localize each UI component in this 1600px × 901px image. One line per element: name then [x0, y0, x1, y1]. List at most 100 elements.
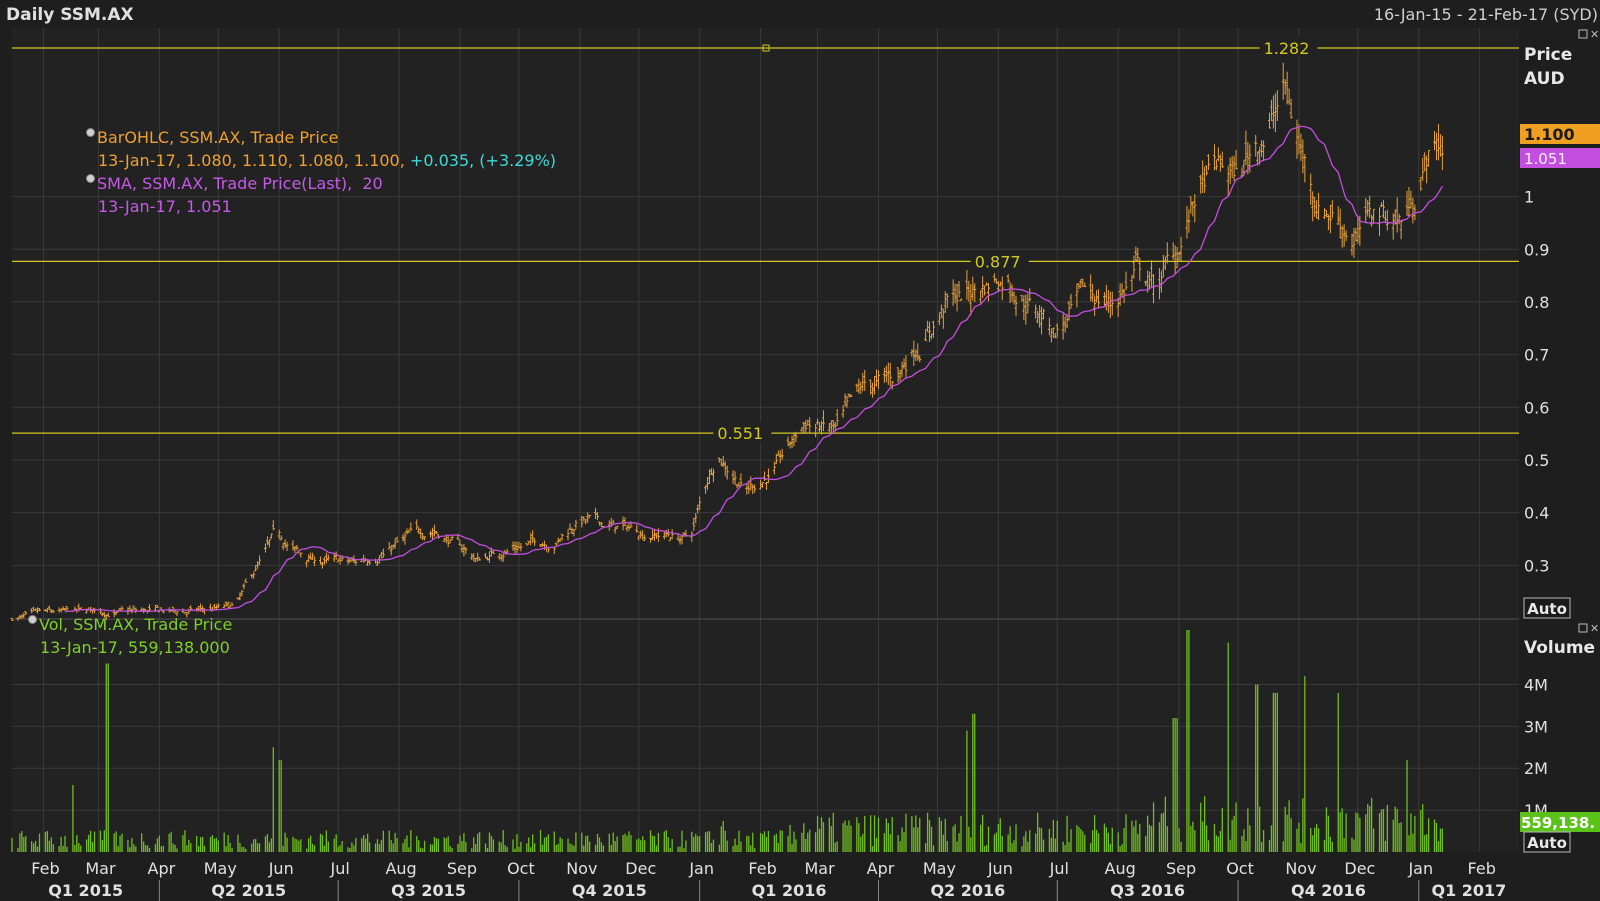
ohlc-bar: [1322, 207, 1326, 220]
ohlc-bar: [263, 543, 267, 553]
ohlc-bar: [531, 530, 535, 544]
volume-legend-values-row: 13-Jan-17, 559,138.000: [28, 636, 232, 659]
ohlc-bar: [951, 279, 955, 306]
ohlc-bar: [696, 504, 700, 514]
price-tick-label: 0.9: [1524, 240, 1549, 259]
ohlc-bar: [1095, 290, 1099, 303]
ohlc-bar: [709, 468, 713, 475]
price-auto-button[interactable]: Auto: [1523, 597, 1571, 619]
ohlc-bar: [639, 530, 643, 539]
ohlc-bar: [1116, 297, 1120, 318]
ohlc-bar: [236, 597, 240, 600]
ohlc-bar: [295, 544, 299, 551]
grid-lines: [12, 28, 1519, 852]
ohlc-bar: [419, 528, 423, 539]
ohlc-bar: [462, 544, 466, 557]
legend-bullet-icon[interactable]: [28, 615, 37, 624]
price-tick-label: 0.5: [1524, 451, 1549, 470]
ohlc-bar: [1165, 242, 1169, 264]
ohlc-bar: [472, 553, 476, 562]
ohlc-bar: [1330, 200, 1334, 219]
horizontal-lines[interactable]: 1.282 0.877 0.551: [12, 37, 1519, 443]
ohlc-bar: [1199, 174, 1203, 194]
ohlc-bar: [996, 280, 1000, 293]
ohlc-bar: [501, 553, 505, 563]
ohlc-bar: [1144, 280, 1148, 287]
ohlc-bar: [1395, 197, 1399, 233]
quarter-tick-label: Q1 2017: [1431, 881, 1506, 900]
ohlc-bar: [651, 529, 655, 540]
ohlc-bar: [1049, 328, 1053, 343]
month-tick-label: Sep: [1166, 859, 1196, 878]
restore-icon[interactable]: [1578, 29, 1588, 39]
ohlc-bar: [1130, 274, 1134, 292]
price-panel-window-controls[interactable]: ✕: [1578, 28, 1599, 41]
legend-bullet-icon[interactable]: [86, 128, 95, 137]
ohlc-bar: [513, 541, 517, 554]
close-icon[interactable]: ✕: [1590, 622, 1599, 635]
bar-legend-change: +0.035, (+3.29%): [409, 151, 557, 170]
price-tick-label: 0.8: [1524, 293, 1549, 312]
month-tick-label: May: [204, 859, 237, 878]
price-legend[interactable]: BarOHLC, SSM.AX, Trade Price 13-Jan-17, …: [86, 126, 556, 218]
price-axis-unit: AUD: [1524, 69, 1565, 89]
ohlc-bar: [324, 552, 328, 564]
legend-bullet-icon[interactable]: [86, 174, 95, 183]
time-axis[interactable]: Feb Mar Apr May Jun Jul Aug Sep Oct Nov Dec Jan Feb M…: [31, 859, 1506, 901]
volume-panel[interactable]: [12, 620, 1519, 852]
ohlc-bar: [348, 558, 352, 563]
ohlc-bar: [876, 370, 880, 390]
close-icon[interactable]: ✕: [1590, 28, 1599, 41]
ohlc-bar: [1148, 271, 1152, 290]
ohlc-bar: [533, 538, 537, 546]
volume-legend[interactable]: Vol, SSM.AX, Trade Price 13-Jan-17, 559,…: [28, 613, 232, 659]
month-tick-label: Apr: [867, 859, 895, 878]
ohlc-bar: [582, 516, 586, 522]
ohlc-bar: [1093, 295, 1097, 316]
price-tick-label: 0.4: [1524, 504, 1549, 523]
ohlc-bar: [1034, 304, 1038, 319]
price-panel[interactable]: [12, 28, 1519, 618]
ohlc-bar: [391, 544, 395, 550]
ohlc-bar: [1040, 306, 1044, 335]
ohlc-bar: [558, 538, 562, 543]
ohlc-bar: [448, 538, 452, 544]
ohlc-bar: [1438, 134, 1442, 157]
ohlc-bar: [1161, 254, 1165, 278]
ohlc-bar: [902, 358, 906, 370]
ohlc-bar: [1370, 214, 1374, 227]
ohlc-bar: [1364, 197, 1368, 223]
restore-icon[interactable]: [1578, 623, 1588, 633]
ohlc-bar: [1377, 207, 1381, 236]
volume-panel-window-controls[interactable]: ✕: [1578, 622, 1599, 635]
ohlc-bar: [478, 557, 482, 561]
ohlc-bar: [1328, 204, 1332, 234]
ohlc-bar: [43, 608, 47, 612]
ohlc-bar: [1026, 293, 1030, 314]
ohlc-bar: [711, 468, 715, 483]
ohlc-bar: [572, 528, 576, 537]
price-axis[interactable]: Price AUD 0.3 0.4 0.5 0.6 0.7 0.8 0.9 1: [1524, 45, 1572, 575]
ohlc-bar: [91, 610, 95, 614]
ohlc-bar: [845, 396, 849, 408]
ohlc-bar: [786, 436, 790, 447]
ohlc-bar: [1220, 151, 1224, 169]
ohlc-bar: [293, 546, 297, 553]
date-range: 16-Jan-15 - 21-Feb-17 (SYD): [1374, 5, 1598, 24]
ohlc-bar: [802, 421, 806, 434]
ohlc-bar: [637, 535, 641, 541]
price-auto-label: Auto: [1527, 600, 1567, 618]
month-tick-label: Mar: [85, 859, 116, 878]
ohlc-bar: [1324, 209, 1328, 218]
ohlc-bar: [1281, 62, 1285, 100]
ohlc-bar: [1083, 282, 1087, 288]
ohlc-bar: [256, 561, 260, 569]
ohlc-bar: [943, 291, 947, 313]
ohlc-bar: [731, 470, 735, 485]
ohlc-bar: [1175, 246, 1179, 269]
volume-auto-button[interactable]: Auto: [1523, 831, 1571, 853]
ohlc-bar: [1012, 291, 1016, 305]
ohlc-bar: [1340, 225, 1344, 248]
